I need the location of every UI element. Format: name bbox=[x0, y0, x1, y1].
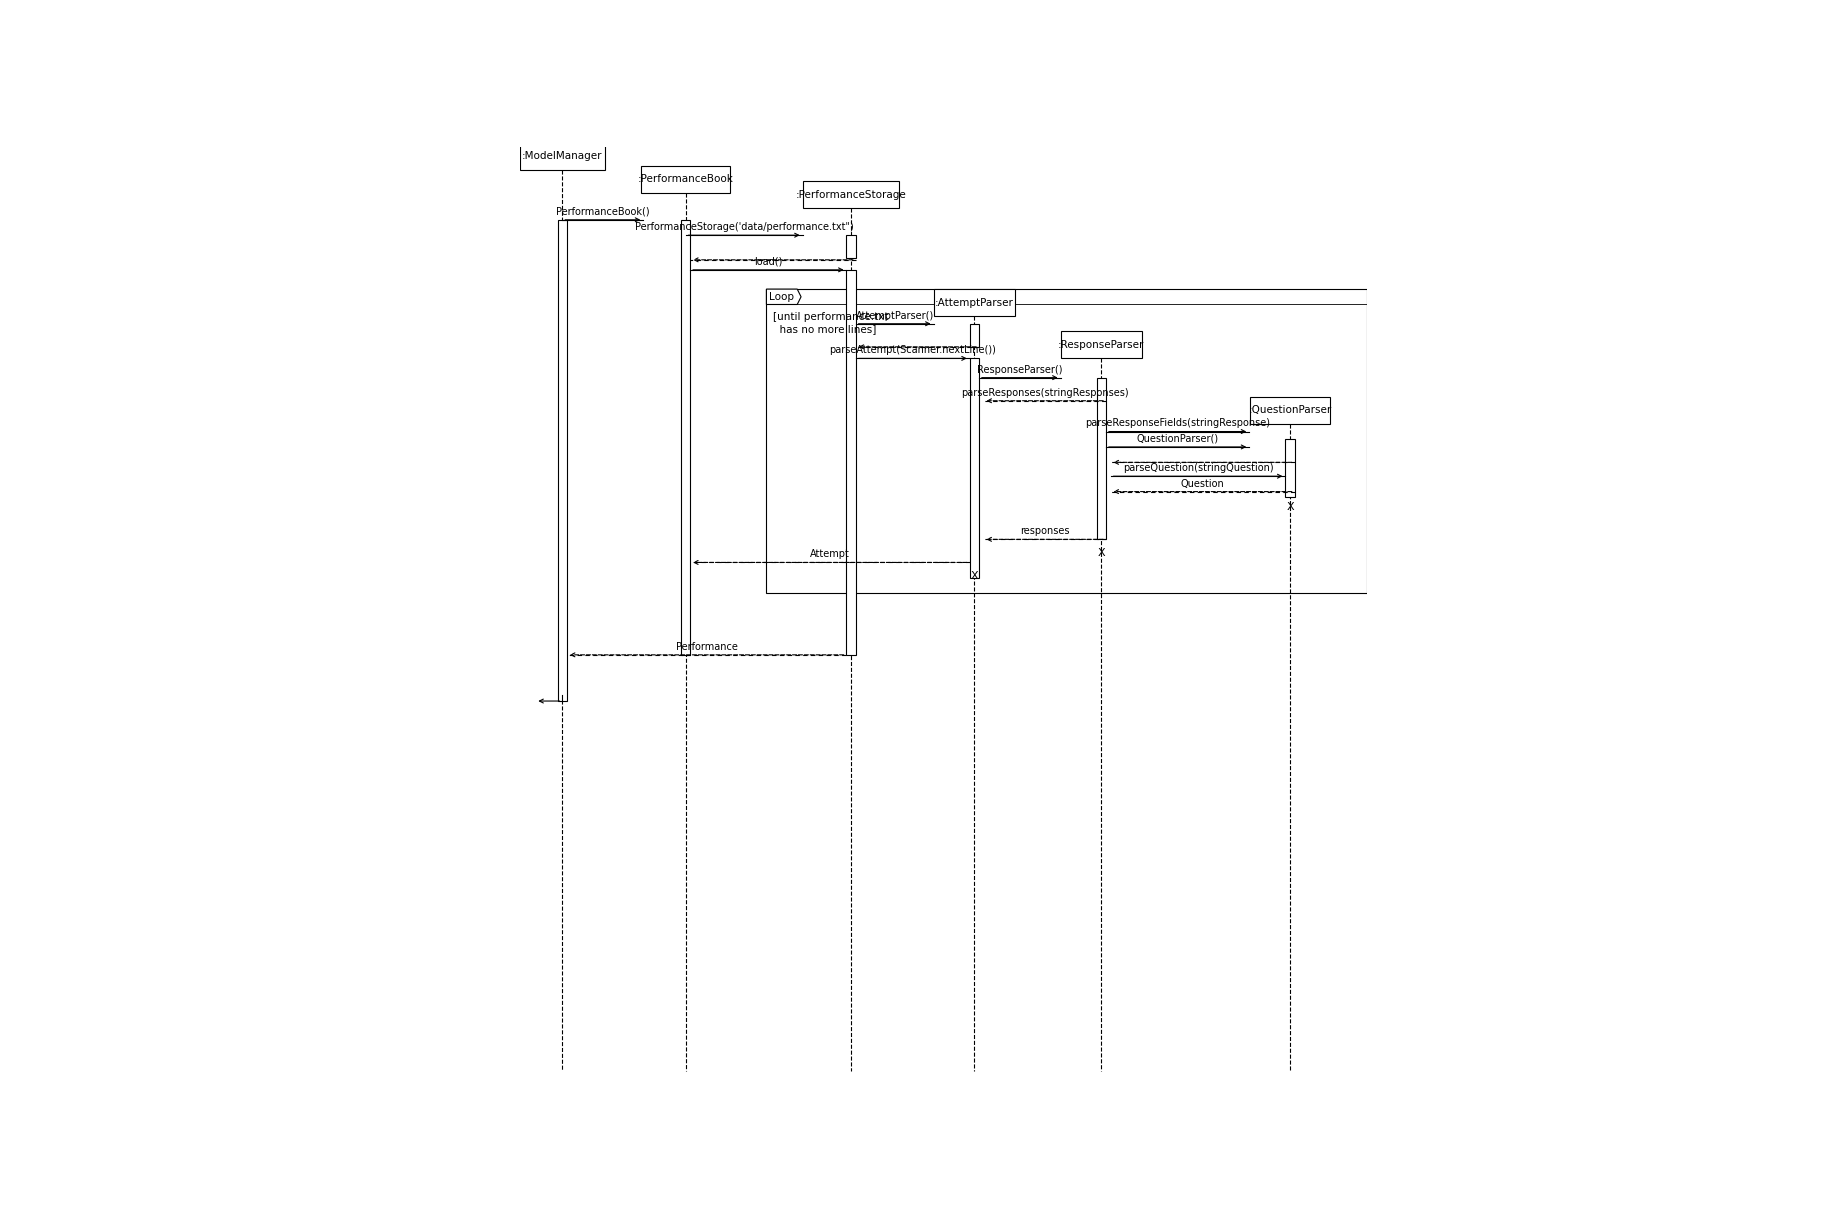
Polygon shape bbox=[766, 290, 801, 304]
Text: :QuestionParser: :QuestionParser bbox=[1248, 406, 1331, 415]
Bar bbox=[1285, 439, 1294, 497]
Text: :PerformanceBook: :PerformanceBook bbox=[637, 175, 733, 185]
Text: :ModelManager: :ModelManager bbox=[523, 152, 602, 161]
Text: [until performance.txt
  has no more lines]: [until performance.txt has no more lines… bbox=[773, 312, 887, 334]
Text: parseAttempt(Scanner.nextLine()): parseAttempt(Scanner.nextLine()) bbox=[828, 346, 996, 356]
Text: X: X bbox=[1097, 549, 1105, 558]
Text: QuestionParser(): QuestionParser() bbox=[1136, 434, 1219, 444]
Bar bbox=[1097, 378, 1106, 539]
Bar bbox=[641, 166, 729, 193]
Text: Performance: Performance bbox=[676, 642, 738, 651]
Bar bbox=[933, 290, 1014, 316]
Bar bbox=[1060, 331, 1141, 358]
Text: Question: Question bbox=[1180, 479, 1224, 489]
Text: :PerformanceStorage: :PerformanceStorage bbox=[795, 189, 906, 199]
Bar bbox=[970, 324, 979, 347]
Bar bbox=[681, 220, 690, 655]
Text: responses: responses bbox=[1020, 527, 1070, 536]
Bar bbox=[970, 358, 979, 578]
Text: Loop: Loop bbox=[770, 292, 793, 302]
Text: PerformanceBook(): PerformanceBook() bbox=[556, 207, 650, 216]
Text: parseQuestion(stringQuestion): parseQuestion(stringQuestion) bbox=[1123, 463, 1274, 473]
Text: :ResponseParser: :ResponseParser bbox=[1059, 340, 1145, 349]
Bar bbox=[847, 235, 856, 258]
Bar bbox=[558, 220, 567, 701]
Text: ResponseParser(): ResponseParser() bbox=[978, 364, 1062, 375]
Bar bbox=[1250, 397, 1331, 424]
Text: PerformanceStorage('data/performance.txt"): PerformanceStorage('data/performance.txt… bbox=[635, 222, 854, 232]
Text: parseResponseFields(stringResponse): parseResponseFields(stringResponse) bbox=[1084, 418, 1270, 429]
Bar bbox=[519, 143, 604, 170]
Text: parseResponses(stringResponses): parseResponses(stringResponses) bbox=[961, 387, 1129, 397]
Bar bbox=[766, 290, 1368, 593]
Text: X: X bbox=[1287, 502, 1294, 512]
Text: :AttemptParser: :AttemptParser bbox=[935, 298, 1014, 308]
Bar bbox=[803, 181, 898, 208]
Text: Attempt: Attempt bbox=[810, 550, 851, 560]
Bar bbox=[847, 270, 856, 655]
Text: X: X bbox=[970, 572, 978, 582]
Text: load(): load() bbox=[755, 257, 782, 266]
Text: AttemptParser(): AttemptParser() bbox=[856, 310, 933, 320]
